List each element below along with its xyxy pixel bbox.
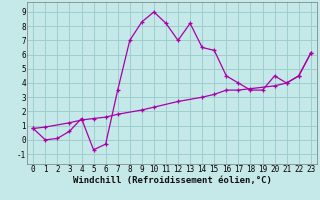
X-axis label: Windchill (Refroidissement éolien,°C): Windchill (Refroidissement éolien,°C) — [73, 176, 271, 185]
